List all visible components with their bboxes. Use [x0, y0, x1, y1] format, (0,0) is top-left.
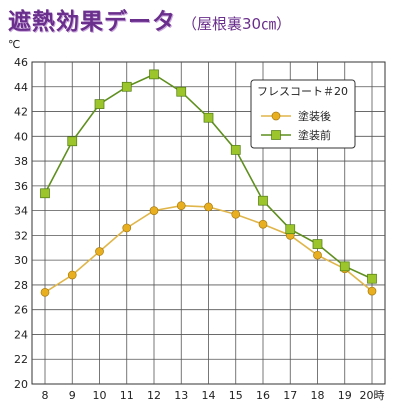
y-tick-label-12: 44 [14, 81, 28, 94]
x-tick-label-0: 8 [42, 389, 49, 402]
x-tick-label-1: 9 [69, 389, 76, 402]
legend-marker-0 [271, 111, 281, 121]
series-layer [40, 69, 377, 297]
axis-ticks: 20 22 24 26 28 30 32 34 36 38 40 42 44 46 8 9 10 11 12 13 14… [14, 56, 385, 402]
point-1-11 [339, 261, 350, 272]
point-0-4 [149, 206, 159, 215]
point-0-3 [122, 223, 132, 233]
x-tick-label-12: 20時 [360, 389, 385, 402]
y-tick-label-7: 34 [14, 205, 28, 218]
legend-title: フレスコート＃20 [257, 85, 348, 98]
y-tick-label-0: 20 [14, 378, 28, 391]
point-1-1 [67, 136, 78, 147]
x-tick-label-3: 11 [120, 389, 134, 402]
x-tick-label-7: 15 [229, 389, 243, 402]
point-1-8 [258, 195, 268, 206]
y-tick-label-9: 38 [14, 155, 28, 168]
x-tick-label-8: 16 [256, 389, 270, 402]
legend-label-1: 塗装前 [298, 128, 331, 142]
point-0-1 [67, 270, 77, 280]
y-tick-label-6: 32 [14, 229, 28, 242]
y-tick-label-13: 46 [14, 56, 28, 69]
point-1-10 [312, 239, 323, 249]
y-tick-label-11: 42 [14, 106, 28, 119]
point-0-2 [95, 247, 104, 256]
x-tick-label-5: 13 [174, 389, 188, 402]
y-tick-label-10: 40 [14, 130, 28, 143]
x-tick-label-6: 14 [202, 389, 216, 402]
point-1-3 [121, 81, 132, 92]
y-tick-label-4: 28 [14, 279, 28, 292]
point-0-7 [231, 209, 241, 219]
x-tick-label-4: 12 [147, 389, 161, 402]
chart-subtitle: （屋根裏30㎝） [182, 15, 292, 33]
x-tick-label-10: 18 [311, 389, 325, 402]
point-0-8 [258, 219, 268, 229]
y-tick-label-8: 36 [14, 180, 28, 193]
chart-title: 遮熱効果データ [8, 9, 176, 35]
y-tick-label-2: 24 [14, 328, 28, 341]
y-tick-label-3: 26 [14, 304, 28, 317]
point-0-12 [367, 286, 377, 296]
point-1-6 [203, 112, 214, 123]
y-tick-label-1: 22 [14, 353, 28, 366]
x-tick-label-9: 17 [283, 389, 297, 402]
y-tick-label-5: 30 [14, 254, 28, 267]
point-1-12 [367, 273, 377, 284]
point-1-4 [149, 69, 159, 80]
point-0-5 [176, 201, 186, 211]
point-1-9 [285, 224, 296, 235]
point-1-5 [176, 86, 187, 97]
legend-marker-1 [271, 130, 281, 140]
x-tick-label-11: 19 [338, 389, 352, 402]
legend-label-0: 塗装後 [298, 109, 331, 123]
title-row: 遮熱効果データ （屋根裏30㎝） [8, 2, 292, 35]
point-1-0 [40, 188, 50, 199]
point-0-6 [204, 202, 213, 212]
x-tick-label-2: 10 [93, 389, 107, 402]
y-axis-unit: ℃ [8, 38, 20, 51]
point-0-0 [40, 288, 50, 297]
point-1-2 [94, 99, 105, 109]
point-1-7 [230, 145, 241, 155]
point-0-10 [313, 250, 322, 260]
